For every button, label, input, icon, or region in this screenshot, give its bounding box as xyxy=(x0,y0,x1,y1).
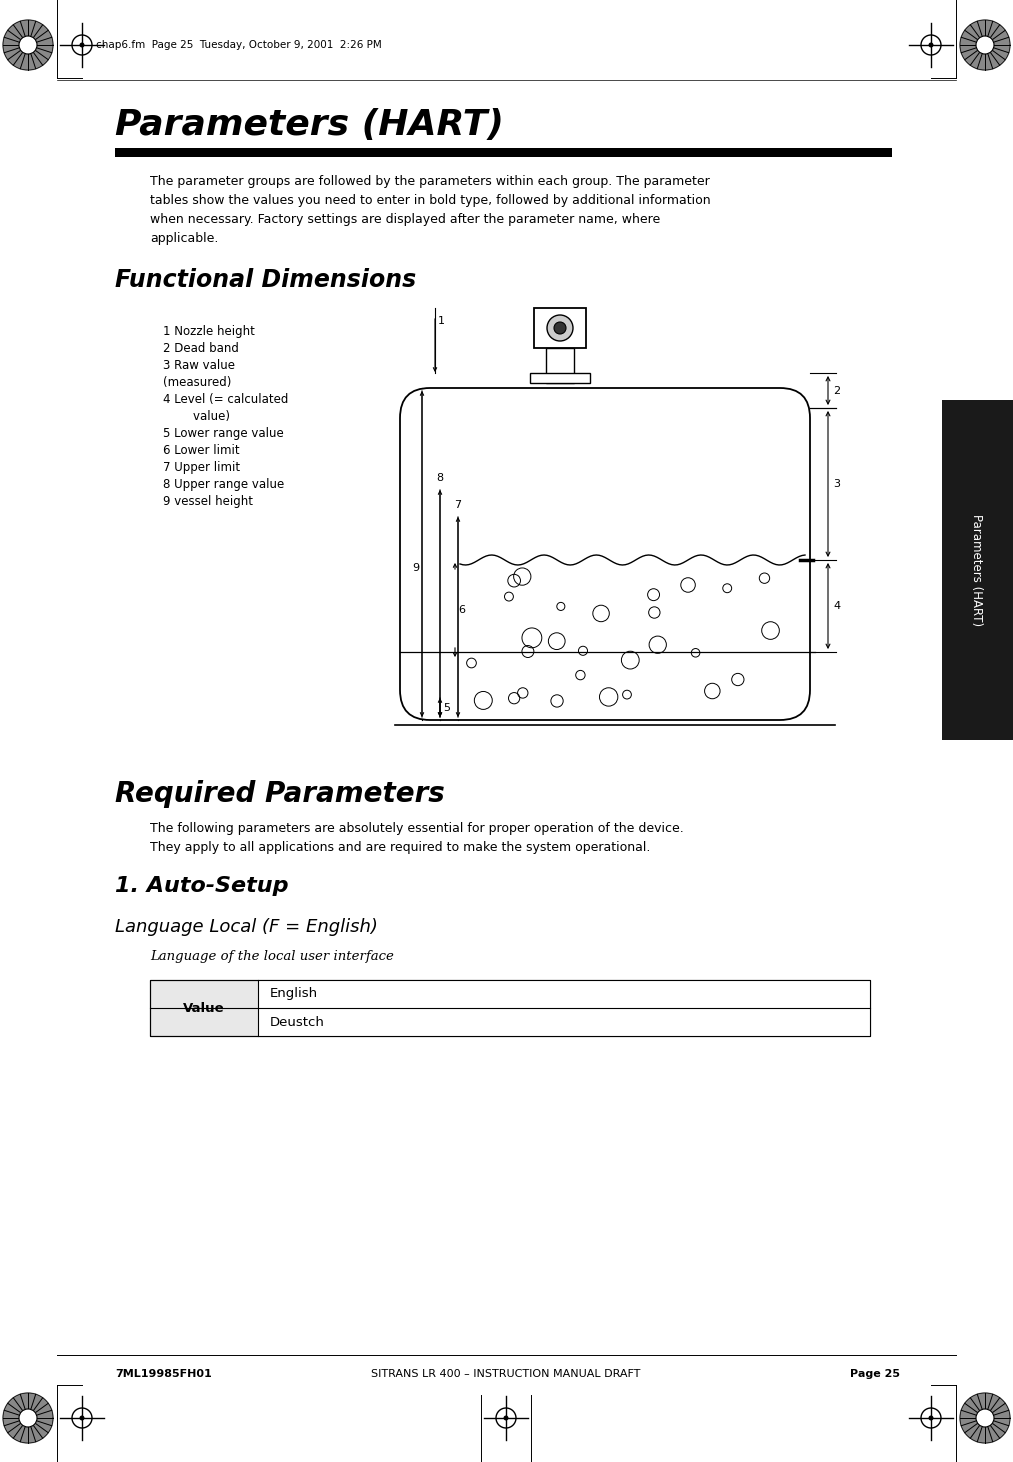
Bar xyxy=(258,1007,870,1037)
FancyBboxPatch shape xyxy=(400,387,810,719)
Text: Required Parameters: Required Parameters xyxy=(115,781,445,808)
Bar xyxy=(546,348,574,383)
Circle shape xyxy=(929,1415,934,1421)
Text: 9: 9 xyxy=(412,563,419,573)
Text: 1. Auto-Setup: 1. Auto-Setup xyxy=(115,876,289,896)
Text: applicable.: applicable. xyxy=(150,232,219,246)
Text: 7: 7 xyxy=(455,500,462,510)
Circle shape xyxy=(79,1415,84,1421)
Text: 2: 2 xyxy=(833,386,840,396)
Text: Language of the local user interface: Language of the local user interface xyxy=(150,950,394,963)
Circle shape xyxy=(976,1409,994,1427)
Text: 1: 1 xyxy=(438,316,445,326)
Circle shape xyxy=(503,1415,509,1421)
Text: (measured): (measured) xyxy=(163,376,231,389)
Text: The following parameters are absolutely essential for proper operation of the de: The following parameters are absolutely … xyxy=(150,822,684,835)
Text: 8 Upper range value: 8 Upper range value xyxy=(163,478,285,491)
Bar xyxy=(258,980,870,1007)
Text: Parameters (HART): Parameters (HART) xyxy=(115,108,503,142)
Text: Page 25: Page 25 xyxy=(850,1368,900,1379)
Polygon shape xyxy=(3,1393,53,1443)
Text: Language Local (F = English): Language Local (F = English) xyxy=(115,918,378,936)
Circle shape xyxy=(19,1409,37,1427)
Text: Deustch: Deustch xyxy=(270,1016,325,1028)
Text: 4: 4 xyxy=(833,601,840,611)
Polygon shape xyxy=(3,20,53,70)
Bar xyxy=(115,148,892,156)
Text: Parameters (HART): Parameters (HART) xyxy=(970,515,984,626)
Text: 7 Upper limit: 7 Upper limit xyxy=(163,461,240,474)
Bar xyxy=(150,980,870,1037)
Text: 1 Nozzle height: 1 Nozzle height xyxy=(163,325,255,338)
Text: 9 vessel height: 9 vessel height xyxy=(163,496,253,507)
Text: when necessary. Factory settings are displayed after the parameter name, where: when necessary. Factory settings are dis… xyxy=(150,213,660,227)
Text: Value: Value xyxy=(183,1001,225,1015)
Text: 6 Lower limit: 6 Lower limit xyxy=(163,444,240,458)
Circle shape xyxy=(976,37,994,54)
Text: 2 Dead band: 2 Dead band xyxy=(163,342,239,355)
Text: SITRANS LR 400 – INSTRUCTION MANUAL DRAFT: SITRANS LR 400 – INSTRUCTION MANUAL DRAF… xyxy=(372,1368,640,1379)
Circle shape xyxy=(554,322,566,333)
Text: tables show the values you need to enter in bold type, followed by additional in: tables show the values you need to enter… xyxy=(150,194,711,208)
Text: 3: 3 xyxy=(833,480,840,488)
Bar xyxy=(942,401,1013,740)
Text: 3 Raw value: 3 Raw value xyxy=(163,360,235,371)
Text: 8: 8 xyxy=(437,474,444,482)
Text: They apply to all applications and are required to make the system operational.: They apply to all applications and are r… xyxy=(150,841,650,854)
Text: 6: 6 xyxy=(458,605,465,616)
Text: English: English xyxy=(270,987,318,1000)
Bar xyxy=(534,308,586,348)
Text: 5 Lower range value: 5 Lower range value xyxy=(163,427,284,440)
Bar xyxy=(150,980,870,1037)
Text: chap6.fm  Page 25  Tuesday, October 9, 2001  2:26 PM: chap6.fm Page 25 Tuesday, October 9, 200… xyxy=(96,39,382,50)
Text: 7ML19985FH01: 7ML19985FH01 xyxy=(115,1368,212,1379)
Circle shape xyxy=(929,42,934,47)
Circle shape xyxy=(79,42,84,47)
Polygon shape xyxy=(960,1393,1010,1443)
Text: value): value) xyxy=(163,409,230,423)
Text: The parameter groups are followed by the parameters within each group. The param: The parameter groups are followed by the… xyxy=(150,175,710,189)
Bar xyxy=(530,373,590,383)
Text: Functional Dimensions: Functional Dimensions xyxy=(115,268,416,292)
Text: 4 Level (= calculated: 4 Level (= calculated xyxy=(163,393,289,406)
Text: 5: 5 xyxy=(443,703,450,713)
Polygon shape xyxy=(960,20,1010,70)
Circle shape xyxy=(547,314,573,341)
Circle shape xyxy=(19,37,37,54)
